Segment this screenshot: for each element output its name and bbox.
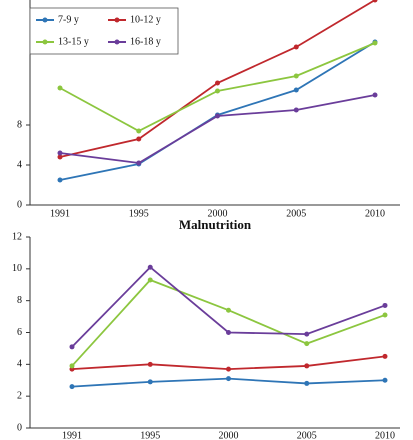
chart-title: Malnutrition	[179, 217, 252, 232]
y-tick-label: 4	[17, 359, 22, 370]
legend-label: 16-18 y	[130, 36, 161, 47]
point	[57, 85, 63, 91]
x-tick-label: 1991	[50, 208, 70, 219]
point	[372, 92, 378, 98]
point	[215, 113, 220, 119]
legend-label: 7-9 y	[58, 14, 79, 25]
point	[57, 177, 63, 183]
legend-marker	[42, 17, 48, 23]
point	[382, 302, 388, 308]
x-tick-label: 2000	[208, 208, 228, 219]
point	[136, 128, 142, 134]
x-tick-label: 2010	[375, 430, 395, 440]
point	[372, 40, 378, 46]
point	[226, 330, 231, 335]
y-tick-label: 12	[12, 231, 22, 242]
x-tick-label: 2010	[365, 208, 385, 219]
point	[304, 363, 310, 369]
point	[304, 341, 310, 347]
legend-label: 10-12 y	[130, 14, 161, 25]
point	[69, 344, 75, 350]
point	[382, 377, 388, 383]
x-tick-label: 1995	[129, 208, 149, 219]
point	[147, 277, 153, 283]
point	[226, 307, 231, 313]
point	[372, 0, 378, 3]
y-tick-label: 8	[17, 119, 22, 130]
point	[382, 353, 388, 359]
point	[69, 363, 75, 369]
y-tick-label: 10	[12, 263, 22, 274]
y-tick-label: 0	[17, 422, 22, 433]
point	[293, 44, 299, 50]
point	[147, 264, 153, 270]
point	[215, 80, 220, 86]
x-tick-label: 1991	[62, 430, 82, 440]
y-tick-label: 4	[17, 159, 22, 170]
point	[304, 380, 310, 386]
point	[293, 73, 299, 79]
point	[226, 366, 231, 372]
y-tick-label: 8	[17, 295, 22, 306]
point	[136, 160, 142, 166]
y-tick-label: 2	[17, 390, 22, 401]
point	[382, 312, 388, 318]
legend-marker	[114, 17, 120, 23]
point	[57, 154, 63, 160]
y-tick-label: 0	[17, 199, 22, 210]
legend-label: 13-15 y	[58, 36, 89, 47]
point	[226, 376, 231, 382]
point	[57, 150, 63, 156]
point	[147, 379, 153, 385]
legend-marker	[42, 39, 48, 45]
x-tick-label: 2005	[297, 430, 317, 440]
point	[69, 384, 75, 390]
point	[136, 136, 142, 142]
y-tick-label: 6	[17, 327, 22, 338]
legend-box	[29, 7, 179, 55]
x-tick-label: 2005	[286, 208, 306, 219]
legend-marker	[114, 39, 120, 45]
x-tick-label: 2000	[219, 430, 239, 440]
point	[293, 107, 299, 113]
point	[293, 87, 299, 93]
point	[147, 361, 153, 367]
point	[304, 331, 310, 337]
point	[215, 88, 220, 94]
series-line	[59, 94, 376, 164]
x-tick-label: 1995	[140, 430, 160, 440]
